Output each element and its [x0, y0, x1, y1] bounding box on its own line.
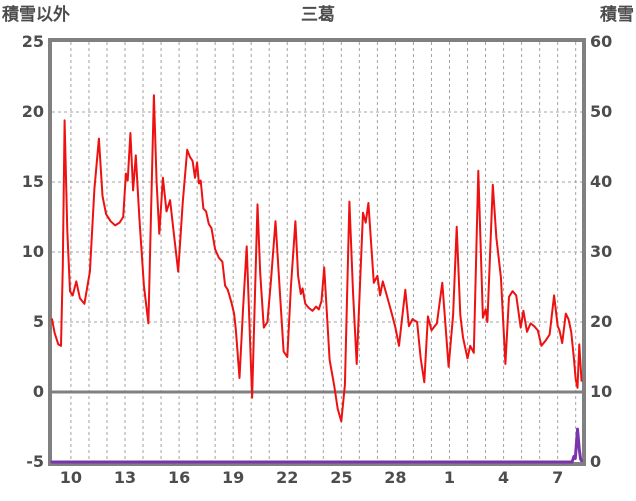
right-axis-tick-label: 10	[590, 382, 613, 401]
x-axis-tick-label: 28	[384, 468, 407, 487]
plot-frame	[48, 38, 586, 466]
right-axis-tick-label: 40	[590, 172, 613, 191]
left-axis-title: 積雪以外	[2, 5, 70, 25]
x-axis-tick-label: 25	[330, 468, 353, 487]
left-axis-tick-label: 20	[21, 102, 44, 121]
purple-series-line	[50, 427, 583, 464]
left-axis-tick-label: 0	[32, 382, 44, 401]
x-axis-tick-label: 10	[59, 468, 83, 487]
x-axis-tick-label: 22	[276, 468, 299, 487]
x-axis-tick-label: 1	[443, 468, 456, 487]
red-series-line	[51, 94, 583, 423]
chart-title: 三葛	[301, 5, 335, 25]
left-axis-tick-label: 15	[21, 172, 44, 191]
left-axis-tick-label: 10	[21, 242, 44, 261]
right-axis-tick-label: 30	[590, 242, 613, 261]
right-axis-tick-label: 60	[590, 32, 613, 51]
x-axis-tick-label: 19	[222, 468, 245, 487]
right-axis-tick-label: 0	[590, 452, 602, 471]
right-axis-tick-label: 20	[590, 312, 613, 331]
x-axis-tick-label: 4	[498, 468, 510, 487]
x-axis-tick-label: 7	[552, 468, 564, 487]
x-axis-tick-label: 13	[113, 468, 137, 487]
right-axis-tick-label: 50	[590, 102, 613, 121]
x-axis-tick-label: 16	[167, 468, 191, 487]
left-axis-tick-label: -5	[26, 452, 44, 471]
right-axis-title: 積雪	[600, 5, 634, 25]
left-axis-tick-label: 25	[21, 32, 44, 51]
left-axis-tick-label: 5	[32, 312, 44, 331]
